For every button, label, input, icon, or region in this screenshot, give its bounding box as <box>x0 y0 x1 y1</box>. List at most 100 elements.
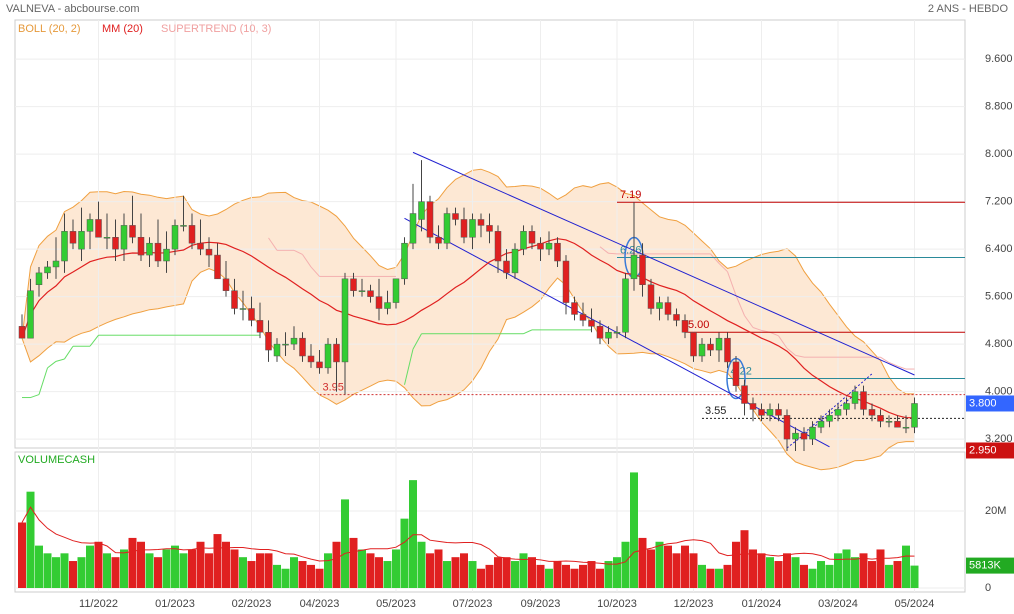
candle-body <box>188 225 196 244</box>
supertrend <box>599 246 609 254</box>
candle-body <box>639 254 646 286</box>
candle-body <box>435 237 442 244</box>
y-tick-label: 7.200 <box>985 196 1013 208</box>
volume-bar <box>426 553 434 588</box>
candle-body <box>341 278 349 363</box>
candle-body <box>486 225 493 232</box>
volume-bar <box>409 480 417 588</box>
candle-body <box>299 337 306 357</box>
volume-bar <box>740 530 749 588</box>
volume-bar <box>392 549 400 588</box>
volume-bar <box>545 568 553 588</box>
volume-bar <box>800 564 808 588</box>
candle-body <box>749 403 757 410</box>
candle-body <box>350 278 357 291</box>
volume-bar <box>443 561 451 588</box>
volume-bar <box>553 561 562 588</box>
candle-body <box>469 219 476 238</box>
candle-body <box>324 343 332 369</box>
candle-body <box>537 242 544 250</box>
volume-bar <box>434 549 443 588</box>
candle-body <box>129 225 136 238</box>
candle-body <box>860 391 867 410</box>
candle-body <box>367 290 374 297</box>
candle-body <box>698 343 706 357</box>
volume-bar <box>783 553 791 588</box>
candle-body <box>562 260 570 303</box>
candle-body <box>154 242 162 262</box>
candle-body <box>256 320 264 333</box>
volume-bar <box>757 553 766 588</box>
volume-bar <box>77 557 86 588</box>
candle-body <box>528 231 536 244</box>
price-tag-label: 3.800 <box>969 397 997 409</box>
x-tick-label: 05/2024 <box>895 598 935 610</box>
volume-bar <box>485 564 494 588</box>
volume-bar <box>222 541 230 588</box>
volume-bar <box>196 541 205 588</box>
x-tick-label: 09/2023 <box>521 598 561 610</box>
bollinger-lower <box>21 268 915 471</box>
candle-body <box>834 409 842 416</box>
volume-bar <box>876 549 885 588</box>
volume-bar <box>188 549 196 588</box>
candle-body <box>69 231 77 244</box>
x-tick-label: 01/2023 <box>155 598 195 610</box>
candle-body <box>766 409 774 416</box>
candle-body <box>622 278 629 333</box>
volume-bar <box>26 491 35 588</box>
y-tick-label: 4.000 <box>985 386 1013 398</box>
candle-body <box>545 242 553 250</box>
volume-bar <box>749 549 757 588</box>
candle-body <box>18 326 26 339</box>
supertrend <box>268 237 278 251</box>
candle-body <box>503 260 510 274</box>
candle-body <box>384 302 391 309</box>
candle-body <box>61 231 68 262</box>
candle-body <box>673 314 680 321</box>
volume-bar <box>341 499 349 588</box>
bollinger-band <box>22 169 915 470</box>
x-tick-label: 02/2023 <box>232 598 272 610</box>
candle-body <box>707 343 714 351</box>
supertrend <box>404 349 414 385</box>
legend-boll: BOLL (20, 2) <box>18 23 81 35</box>
supertrend <box>412 333 422 350</box>
supertrend <box>64 345 74 360</box>
y-tick-label: 20M <box>985 505 1006 517</box>
candle-body <box>171 225 179 250</box>
legend-supertrend: SUPERTREND (10, 3) <box>161 23 271 35</box>
candle-body <box>443 213 451 244</box>
candle-body <box>724 337 731 363</box>
volume-bar <box>52 557 60 588</box>
candle-body <box>605 331 612 339</box>
supertrend <box>744 315 754 328</box>
supertrend <box>880 356 890 363</box>
volume-bar <box>851 557 859 588</box>
candle-body <box>231 290 238 309</box>
volume-bar <box>494 557 502 588</box>
volume-bar <box>120 549 128 588</box>
volume-bar <box>230 549 239 588</box>
volume-bar <box>766 557 774 588</box>
candle-body <box>911 403 918 428</box>
volume-bar <box>604 561 613 588</box>
volume-bar <box>273 564 281 588</box>
volume-bar <box>528 557 536 588</box>
candle-body <box>137 237 145 256</box>
candle-body <box>792 432 799 440</box>
volume-bar <box>698 564 706 588</box>
volume-bar <box>111 557 120 588</box>
volume-bar <box>477 568 485 588</box>
volume-bar <box>383 561 392 588</box>
supertrend <box>710 253 720 264</box>
candle-body <box>902 426 910 429</box>
candle-body <box>775 409 782 416</box>
plot: 3.200 4.000 4.800 5.600 6.400 7.200 8.000 8.800… <box>15 20 1014 610</box>
candle-body <box>95 219 102 238</box>
volume-bar <box>638 537 647 588</box>
candle-body <box>664 302 672 315</box>
volume-bar <box>596 568 604 588</box>
y-tick-label: 6.400 <box>985 243 1013 255</box>
